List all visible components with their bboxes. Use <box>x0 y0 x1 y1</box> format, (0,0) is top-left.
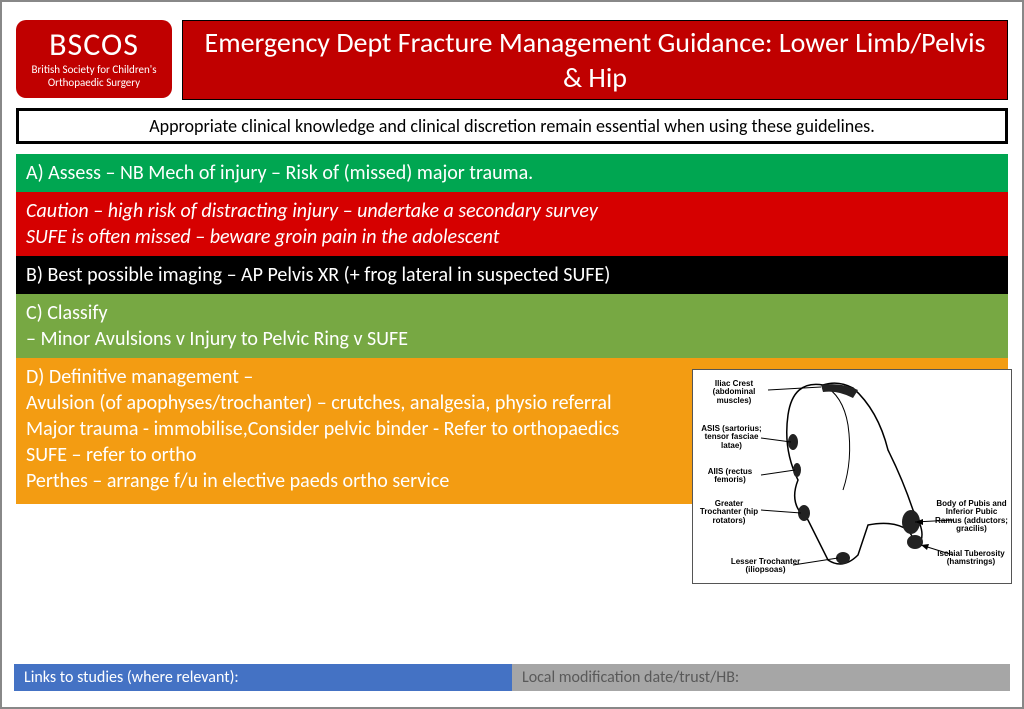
label-pubis: Body of Pubis and Inferior Pubic Ramus (… <box>934 500 1009 534</box>
label-lt: Lesser Trochanter (iliopsoas) <box>728 558 803 575</box>
page-title: Emergency Dept Fracture Management Guida… <box>182 20 1008 100</box>
band-imaging: B) Best possible imaging – AP Pelvis XR … <box>16 256 1008 294</box>
band-caution: Caution – high risk of distracting injur… <box>16 192 1008 256</box>
footer-links: Links to studies (where relevant): <box>14 664 512 691</box>
label-gt: Greater Trochanter (hip rotators) <box>695 500 763 525</box>
label-it: Ischial Tuberosity (hamstrings) <box>935 550 1007 567</box>
band-classify: C) Classify – Minor Avulsions v Injury t… <box>16 294 1008 358</box>
footer-modification: Local modification date/trust/HB: <box>512 664 1010 691</box>
bscos-logo: BSCOS British Society for Children's Ort… <box>16 20 172 98</box>
label-asis: ASIS (sartorius; tensor fasciae latae) <box>699 425 764 450</box>
disclaimer-bar: Appropriate clinical knowledge and clini… <box>16 108 1008 144</box>
caution-line-2: SUFE is often missed – beware groin pain… <box>26 224 998 250</box>
footer-row: Links to studies (where relevant): Local… <box>14 664 1010 691</box>
header-row: BSCOS British Society for Children's Ort… <box>16 20 1008 100</box>
band-management: D) Definitive management – Avulsion (of … <box>16 358 1008 504</box>
logo-sub-text: British Society for Children's Orthopaed… <box>20 63 168 89</box>
label-iliac: Iliac Crest (abdominal muscles) <box>699 380 769 405</box>
pelvis-diagram: Iliac Crest (abdominal muscles) ASIS (sa… <box>692 369 1012 584</box>
band-assess: A) Assess – NB Mech of injury – Risk of … <box>16 154 1008 192</box>
caution-line-1: Caution – high risk of distracting injur… <box>26 198 998 224</box>
label-aiis: AIIS (rectus femoris) <box>699 468 761 485</box>
classify-line-2: – Minor Avulsions v Injury to Pelvic Rin… <box>26 326 998 352</box>
logo-main-text: BSCOS <box>20 29 168 61</box>
classify-line-1: C) Classify <box>26 300 998 326</box>
